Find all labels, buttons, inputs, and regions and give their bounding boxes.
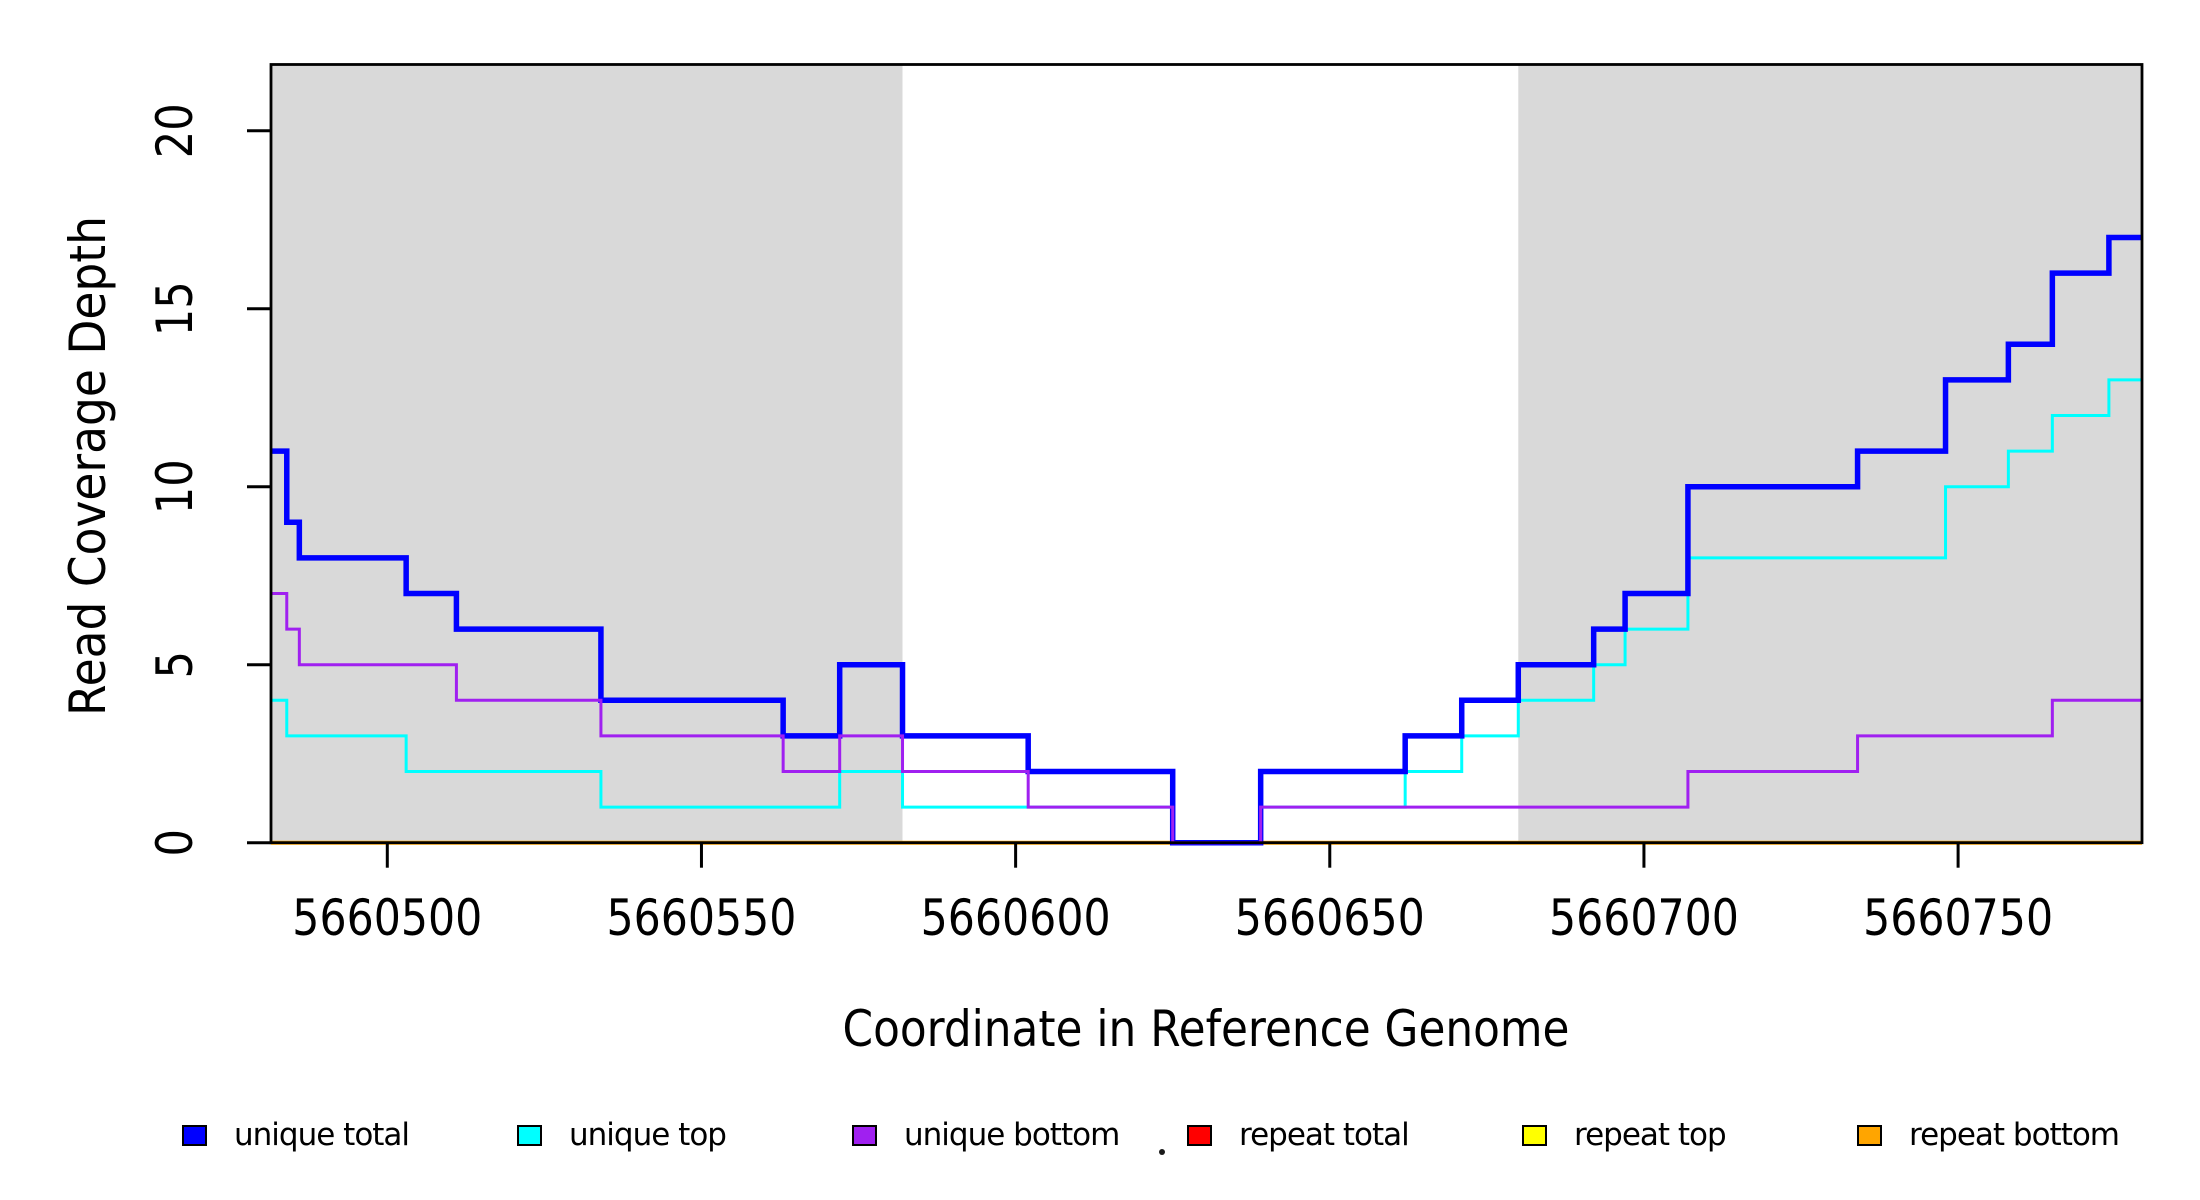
y-tick-label: 5: [146, 651, 204, 679]
series-line-unique-top: [271, 378, 2142, 845]
y-tick-label: 0: [146, 829, 204, 857]
y-tick-label: 10: [146, 459, 204, 514]
legend-item-unique-bottom: unique bottom: [852, 1117, 1120, 1153]
y-tick-label: 15: [146, 281, 204, 336]
series-line-unique-total: [271, 234, 2142, 846]
legend-item-unique-top: unique top: [517, 1117, 727, 1153]
legend-item-label: repeat top: [1574, 1117, 1727, 1153]
legend-item-label: unique total: [234, 1117, 410, 1153]
legend-swatch-icon: [852, 1124, 877, 1146]
x-tick-label: 5660550: [606, 889, 796, 947]
legend-item-repeat-bottom: repeat bottom: [1857, 1117, 2120, 1153]
x-axis-ticks: 5660500 5660550 5660600 5660650 5660700 56607…: [292, 842, 2053, 947]
legend-item-label: repeat total: [1239, 1117, 1410, 1153]
legend-swatch-icon: [1857, 1124, 1882, 1146]
legend-item-label: unique top: [569, 1117, 727, 1153]
legend-item-repeat-total: repeat total: [1187, 1117, 1410, 1153]
x-tick-label: 5660500: [292, 889, 482, 947]
x-tick-label: 5660700: [1549, 889, 1739, 947]
legend-item-label: unique bottom: [904, 1117, 1120, 1153]
x-tick-label: 5660750: [1863, 889, 2053, 947]
legend-swatch-icon: [182, 1124, 207, 1146]
y-axis-ticks: 0 5 10 15 20: [146, 103, 271, 856]
plot-border: [269, 63, 2144, 845]
x-axis-title: Coordinate in Reference Genome: [843, 1000, 1570, 1058]
legend-swatch-icon: [1522, 1124, 1547, 1146]
x-tick-label: 5660650: [1235, 889, 1425, 947]
y-tick-label: 20: [146, 103, 204, 158]
legend-item-unique-total: unique total: [182, 1117, 410, 1153]
shaded-region-2: [1518, 65, 2142, 843]
legend-swatch-icon: [1187, 1124, 1212, 1146]
legend-item-repeat-top: repeat top: [1522, 1117, 1727, 1153]
legend: unique total unique top unique bottom re…: [0, 0, 2200, 1153]
y-axis-title: Read Coverage Depth: [59, 216, 117, 716]
shaded-region-1: [271, 65, 903, 843]
series-line-unique-bottom: [271, 592, 2142, 845]
shaded-regions: [271, 65, 2142, 843]
legend-item-label: repeat bottom: [1909, 1117, 2120, 1153]
x-tick-label: 5660600: [921, 889, 1111, 947]
legend-swatch-icon: [517, 1124, 542, 1146]
stray-mark: [1159, 1149, 1165, 1155]
